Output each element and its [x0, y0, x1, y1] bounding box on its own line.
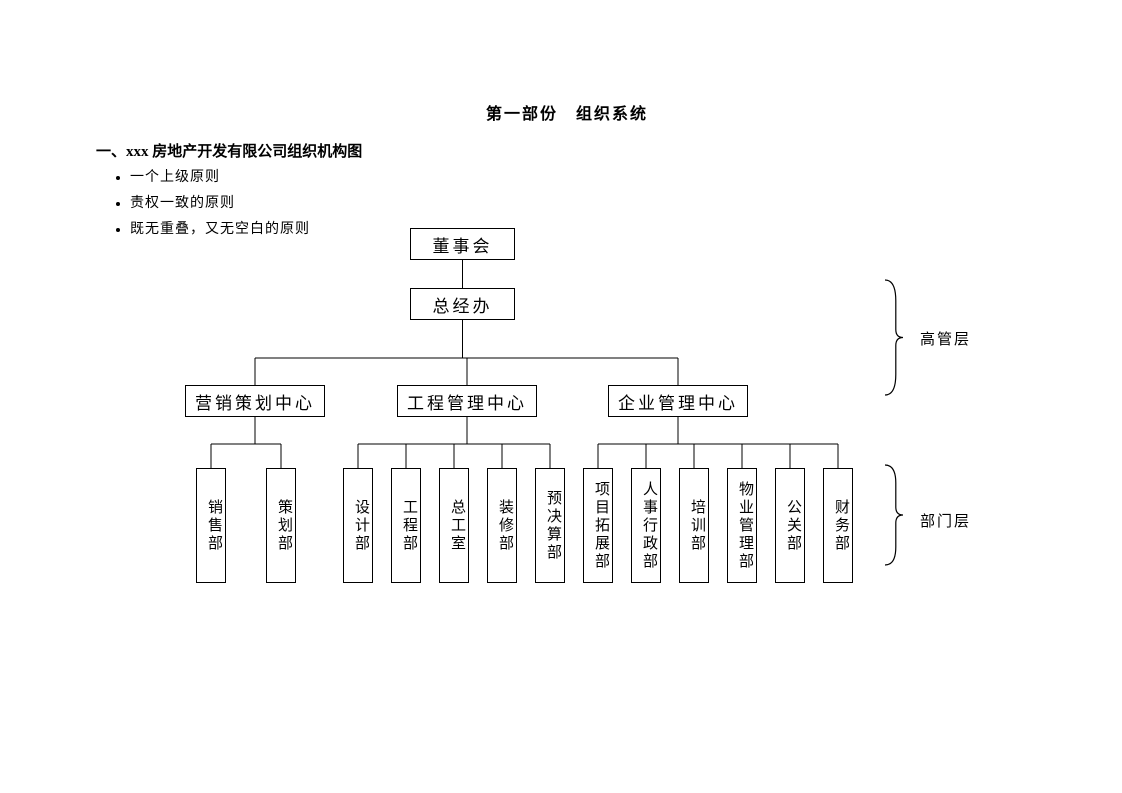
org-node-dept-11: 公关部	[775, 468, 805, 583]
org-node-dept-1: 策划部	[266, 468, 296, 583]
bracket-top-label: 高管层	[920, 328, 971, 349]
org-node-center-0: 营销策划中心	[185, 385, 325, 417]
principle-item: 责权一致的原则	[130, 192, 310, 212]
principle-item: 既无重叠，又无空白的原则	[130, 218, 310, 238]
org-node-center-1: 工程管理中心	[397, 385, 537, 417]
org-node-top-0: 董事会	[410, 228, 515, 260]
chart-heading: 一、xxx 房地产开发有限公司组织机构图	[96, 140, 362, 161]
org-node-dept-7: 项目拓展部	[583, 468, 613, 583]
org-node-dept-12: 财务部	[823, 468, 853, 583]
org-node-dept-0: 销售部	[196, 468, 226, 583]
org-node-dept-2: 设计部	[343, 468, 373, 583]
org-node-dept-6: 预决算部	[535, 468, 565, 583]
org-node-dept-3: 工程部	[391, 468, 421, 583]
section-title: 第一部份 组织系统	[486, 100, 648, 124]
org-node-dept-10: 物业管理部	[727, 468, 757, 583]
org-node-dept-9: 培训部	[679, 468, 709, 583]
org-node-dept-5: 装修部	[487, 468, 517, 583]
org-node-dept-8: 人事行政部	[631, 468, 661, 583]
bracket-bottom-label: 部门层	[920, 510, 971, 531]
principles-list: 一个上级原则责权一致的原则既无重叠，又无空白的原则	[112, 160, 310, 244]
principle-item: 一个上级原则	[130, 166, 310, 186]
org-node-center-2: 企业管理中心	[608, 385, 748, 417]
org-node-dept-4: 总工室	[439, 468, 469, 583]
org-node-top-1: 总经办	[410, 288, 515, 320]
